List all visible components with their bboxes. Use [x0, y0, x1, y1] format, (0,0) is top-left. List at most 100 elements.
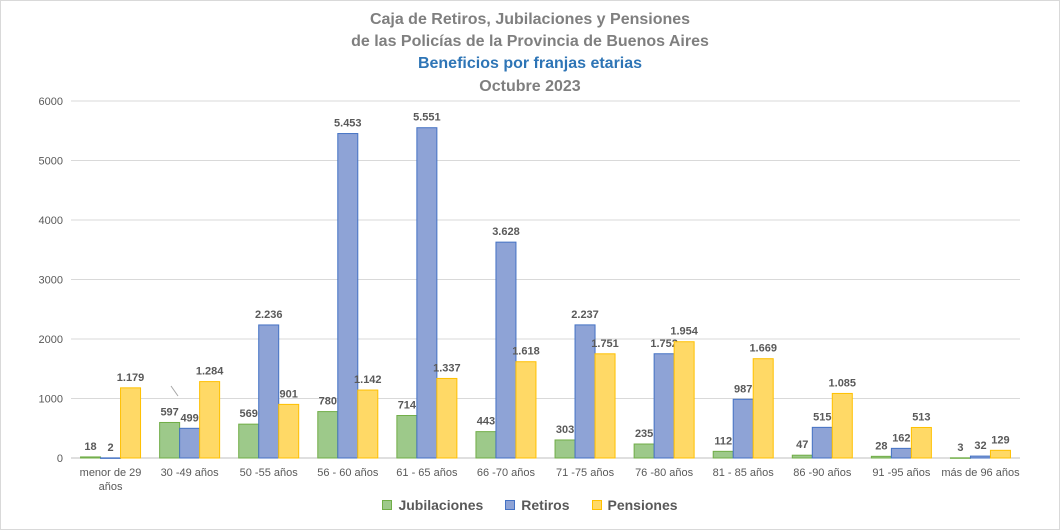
data-label: 515: [813, 411, 831, 423]
data-label: 2: [107, 442, 113, 454]
bar-retiros: [100, 457, 122, 459]
data-label: 47: [796, 439, 808, 451]
data-label: 112: [714, 435, 732, 447]
bar-pensiones: [199, 381, 221, 459]
data-label: 5.453: [334, 118, 362, 130]
bar-retiros: [337, 133, 359, 459]
y-tick-label: 5000: [39, 156, 63, 168]
data-label: 987: [734, 383, 752, 395]
x-tick-label: 71 -75 años: [556, 467, 615, 479]
x-tick-label: años: [99, 481, 123, 493]
data-label: 1.337: [433, 362, 461, 374]
x-tick-label: 76 -80 años: [635, 467, 694, 479]
bar-jubilaciones: [238, 423, 260, 459]
chart-subtitle: Beneficios por franjas etarias: [417, 55, 643, 72]
x-tick-label: 56 - 60 años: [317, 467, 379, 479]
x-tick-label: 91 -95 años: [872, 467, 931, 479]
bar-retiros: [890, 447, 912, 459]
bar-retiros: [495, 241, 517, 459]
x-tick-label: más de 96 años: [941, 467, 1020, 479]
bar-jubilaciones: [80, 456, 102, 459]
data-label: 1.179: [117, 372, 145, 384]
data-label: 714: [398, 400, 417, 412]
data-label: 443: [477, 416, 495, 428]
bar-jubilaciones: [791, 454, 813, 459]
data-label: 28: [875, 440, 887, 452]
data-label: 569: [240, 408, 258, 420]
bar-pensiones: [594, 353, 616, 459]
data-label: 3: [957, 442, 963, 454]
y-tick-label: 3000: [39, 275, 63, 287]
data-label: 780: [319, 396, 337, 408]
bar-pensiones: [357, 389, 379, 459]
legend-label-retiros: Retiros: [521, 497, 570, 513]
bar-pensiones: [910, 426, 932, 459]
y-tick-label: 4000: [39, 215, 63, 227]
y-tick-label: 2000: [39, 334, 63, 346]
bar-pensiones: [436, 377, 458, 459]
legend-label-jubilaciones: Jubilaciones: [398, 497, 484, 513]
x-tick-label: 86 -90 años: [793, 467, 852, 479]
bar-retiros: [811, 426, 833, 459]
data-label: 5.551: [413, 112, 441, 124]
data-label: 3.628: [492, 226, 520, 238]
legend-item-retiros: Retiros: [505, 497, 570, 513]
bar-jubilaciones: [159, 421, 181, 459]
legend-item-jubilaciones: Jubilaciones: [382, 497, 483, 513]
bar-pensiones: [831, 392, 853, 459]
data-label: 18: [84, 441, 96, 453]
bar-retiros: [416, 127, 438, 459]
data-label: 901: [280, 388, 298, 400]
data-label: 1.085: [829, 377, 857, 389]
data-label: 513: [912, 411, 930, 423]
chart-title-line-2: de las Policías de la Provincia de Bueno…: [351, 33, 709, 50]
bar-jubilaciones: [949, 457, 971, 459]
data-label: 129: [991, 434, 1009, 446]
data-label: 162: [892, 432, 910, 444]
bar-pensiones: [989, 449, 1011, 459]
data-label: 1.751: [591, 338, 619, 350]
x-tick-label: 30 -49 años: [161, 467, 220, 479]
bar-pensiones: [515, 361, 537, 459]
bar-jubilaciones: [633, 443, 655, 459]
x-tick-label: 81 - 85 años: [713, 467, 775, 479]
bar-retiros: [969, 455, 991, 459]
data-label: 235: [635, 428, 653, 440]
bar-jubilaciones: [475, 431, 497, 459]
bar-retiros: [179, 427, 201, 459]
bar-pensiones: [278, 403, 300, 459]
y-tick-label: 1000: [39, 394, 63, 406]
legend-swatch-jubilaciones: [382, 500, 393, 510]
bar-jubilaciones: [554, 439, 576, 459]
data-label: 32: [974, 440, 986, 452]
data-label: 2.237: [571, 309, 599, 321]
bar-jubilaciones: [870, 455, 892, 459]
data-label: 1.752: [650, 338, 678, 350]
bar-jubilaciones: [712, 450, 734, 459]
chart-title-line-1: Caja de Retiros, Jubilaciones y Pensione…: [369, 11, 691, 28]
legend-item-pensiones: Pensiones: [591, 497, 678, 513]
label-leader-line: [170, 385, 179, 397]
bar-pensiones: [120, 387, 142, 459]
data-label: 499: [180, 412, 198, 424]
bar-pensiones: [752, 358, 774, 459]
bar-jubilaciones: [396, 415, 418, 459]
chart-period: Octubre 2023: [479, 78, 581, 95]
bar-retiros: [653, 353, 675, 459]
x-tick-label: 50 -55 años: [240, 467, 299, 479]
bar-retiros: [258, 324, 280, 459]
x-tick-label: menor de 29: [80, 467, 142, 479]
bar-retiros: [732, 398, 754, 459]
x-tick-label: 61 - 65 años: [396, 467, 458, 479]
legend-label-pensiones: Pensiones: [607, 497, 678, 513]
x-tick-label: 66 -70 años: [477, 467, 536, 479]
y-tick-label: 6000: [39, 96, 63, 108]
legend-swatch-pensiones: [591, 500, 602, 510]
data-label: 1.954: [670, 326, 698, 338]
data-label: 1.284: [196, 366, 224, 378]
data-label: 597: [160, 406, 178, 418]
data-label: 1.669: [749, 343, 777, 355]
bar-jubilaciones: [317, 411, 339, 459]
data-label: 303: [556, 424, 574, 436]
